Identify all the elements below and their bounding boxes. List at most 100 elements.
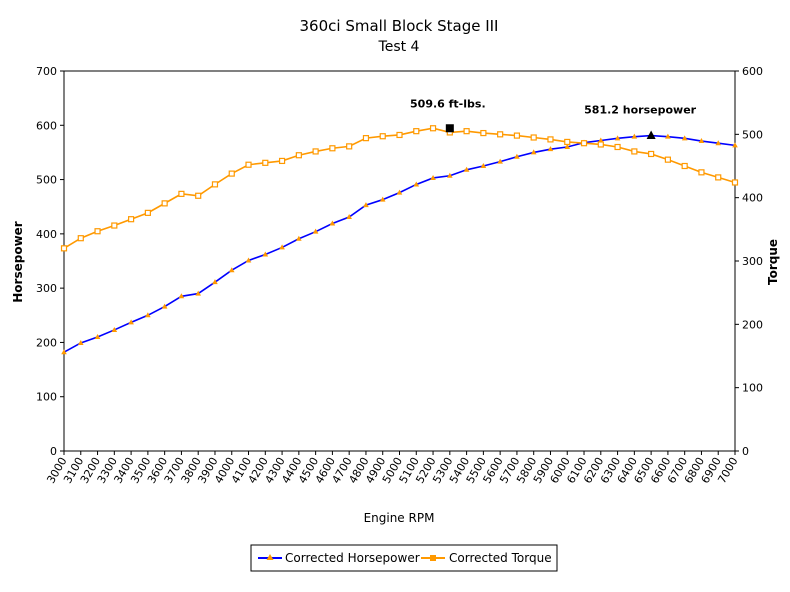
horsepower-point xyxy=(262,251,269,257)
torque-point xyxy=(597,141,604,148)
horsepower-point xyxy=(396,189,403,195)
horsepower-point xyxy=(363,202,369,208)
y-tick-label: 0 xyxy=(50,445,57,458)
series-layer xyxy=(60,125,739,355)
peak-torque-marker xyxy=(445,124,454,133)
horsepower-point xyxy=(413,181,420,187)
torque-point xyxy=(731,179,739,186)
horsepower-point xyxy=(598,137,604,143)
chart-title-group: 360ci Small Block Stage III Test 4 xyxy=(300,17,499,55)
torque-point xyxy=(681,162,688,170)
torque-point xyxy=(144,209,151,216)
y2-axis-title: Torque xyxy=(766,239,780,285)
torque-point xyxy=(128,216,135,223)
torque-point xyxy=(228,170,235,177)
torque-point xyxy=(530,134,537,141)
horsepower-point xyxy=(698,138,705,144)
legend-tq-label: Corrected Torque xyxy=(449,551,552,565)
horsepower-point xyxy=(631,133,638,139)
horsepower-point xyxy=(111,326,118,332)
y2-tick-label: 400 xyxy=(742,192,763,205)
horsepower-point xyxy=(665,133,671,139)
y-tick-label: 400 xyxy=(36,228,57,241)
annotations: 509.6 ft-lbs. 581.2 horsepower xyxy=(410,97,697,139)
legend-hp-label: Corrected Horsepower xyxy=(285,551,420,565)
torque-point xyxy=(329,145,336,152)
torque-point xyxy=(262,159,269,166)
horsepower-point xyxy=(228,267,235,273)
torque-point xyxy=(245,161,252,168)
torque-point xyxy=(513,132,521,139)
horsepower-point xyxy=(346,214,352,220)
torque-point xyxy=(547,136,554,143)
torque-point xyxy=(362,135,370,142)
horsepower-point xyxy=(329,220,336,226)
y2-tick-label: 300 xyxy=(742,255,763,268)
torque-point xyxy=(564,138,571,146)
torque-point xyxy=(631,148,638,155)
torque-point xyxy=(480,129,487,137)
y2-tick-label: 200 xyxy=(742,318,763,331)
horsepower-point xyxy=(145,312,151,318)
torque-point xyxy=(312,148,319,155)
horsepower-point xyxy=(715,140,722,146)
horsepower-point xyxy=(245,257,252,263)
peak-torque-label: 509.6 ft-lbs. xyxy=(410,97,486,110)
horsepower-point xyxy=(614,135,621,141)
horsepower-point xyxy=(530,149,537,155)
peak-horsepower-label: 581.2 horsepower xyxy=(584,103,696,116)
horsepower-point xyxy=(379,196,386,202)
horsepower-point xyxy=(61,349,67,355)
horsepower-point xyxy=(178,293,185,299)
axes: 0 100 200 300 400 500 600 700 0 100 200 300 400 500 60… xyxy=(36,65,763,486)
y-tick-label: 700 xyxy=(36,65,57,78)
torque-point xyxy=(161,200,168,207)
torque-point xyxy=(77,235,84,242)
legend-tq-marker xyxy=(430,555,436,561)
y-tick-label: 500 xyxy=(36,174,57,187)
torque-point xyxy=(648,150,655,158)
torque-point xyxy=(278,157,286,165)
horsepower-point xyxy=(463,166,470,172)
horsepower-point xyxy=(296,235,302,241)
horsepower-point xyxy=(195,290,201,296)
torque-point xyxy=(497,131,504,138)
legend-hp-marker xyxy=(266,554,274,560)
y-tick-label: 200 xyxy=(36,336,57,349)
peak-horsepower-marker xyxy=(646,130,656,139)
torque-point xyxy=(413,128,420,135)
torque-point xyxy=(178,190,185,197)
y-tick-label: 600 xyxy=(36,119,57,132)
horsepower-point xyxy=(128,319,134,325)
torque-point xyxy=(346,143,353,150)
chart-subtitle: Test 4 xyxy=(378,39,420,55)
torque-point xyxy=(379,133,386,140)
y2-tick-label: 0 xyxy=(742,445,749,458)
y2-tick-label: 600 xyxy=(742,65,763,78)
horsepower-point xyxy=(564,144,571,149)
horsepower-line xyxy=(63,134,736,353)
torque-point xyxy=(429,125,437,132)
y2-tick-label: 500 xyxy=(742,128,763,141)
horsepower-point xyxy=(94,334,101,339)
x-axis-title: Engine RPM xyxy=(364,511,435,525)
torque-point xyxy=(396,131,403,139)
y-axis-title: Horsepower xyxy=(11,221,25,303)
torque-point xyxy=(60,245,68,252)
horsepower-point xyxy=(212,279,218,285)
torque-point xyxy=(580,140,588,147)
horsepower-point xyxy=(161,303,168,309)
horsepower-point xyxy=(480,163,487,168)
plot-area xyxy=(63,70,736,452)
torque-point xyxy=(614,143,621,151)
horsepower-point xyxy=(312,228,319,234)
y2-tick-label: 100 xyxy=(742,382,763,395)
legend-box xyxy=(250,544,558,572)
torque-point xyxy=(295,152,302,159)
horsepower-point xyxy=(497,158,503,164)
legend: Corrected Horsepower Corrected Torque xyxy=(250,544,558,572)
chart-title: 360ci Small Block Stage III xyxy=(300,17,499,35)
torque-point xyxy=(698,169,705,176)
torque-point xyxy=(715,174,722,181)
